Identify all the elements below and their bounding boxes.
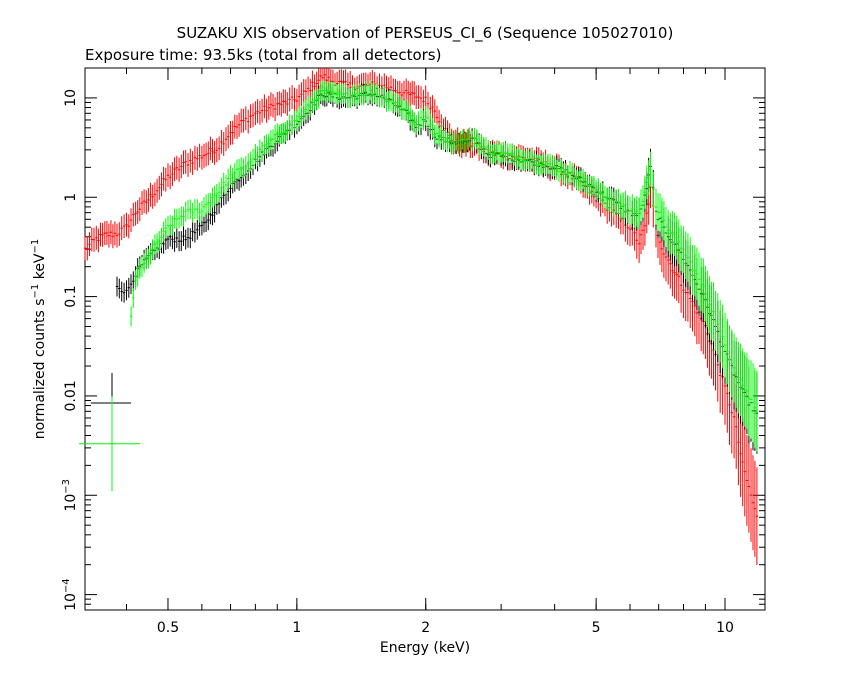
y-tick-label: 1	[63, 193, 79, 202]
y-tick-label: 10	[63, 89, 79, 107]
legend-marker-0	[90, 373, 132, 433]
y-tick-label: 10−4	[61, 578, 79, 611]
y-axis-ticks: 10 1 0.1 0.01 10−3 10−4	[61, 67, 765, 611]
x-axis-label: Energy (keV)	[380, 640, 470, 656]
series-2	[129, 80, 759, 452]
y-axis-label-mid: keV	[32, 253, 48, 284]
x-tick-label: 1	[292, 620, 301, 636]
y-axis-label-sup1: −1	[30, 284, 41, 299]
y-axis-label: normalized counts s−1 keV−1	[30, 239, 48, 440]
x-tick-label: 0.5	[157, 620, 179, 636]
chart-subtitle: Exposure time: 93.5ks (total from all de…	[85, 46, 441, 64]
x-axis-ticks: 0.5 1 2 5 10	[125, 68, 734, 636]
y-axis-label-base: normalized counts s	[32, 298, 48, 439]
y-tick-label: 10−3	[61, 479, 79, 512]
y-tick-label: 0.1	[63, 285, 79, 307]
x-tick-label: 10	[716, 620, 734, 636]
y-tick-label: 0.01	[63, 380, 79, 411]
series-errorbars	[83, 68, 759, 565]
plot-frame	[84, 67, 766, 611]
x-tick-label: 2	[421, 620, 430, 636]
plot-area	[79, 68, 759, 565]
series-errorbars	[129, 80, 759, 452]
series-0	[83, 68, 759, 565]
x-tick-label: 5	[592, 620, 601, 636]
y-axis-label-sup2: −1	[30, 239, 41, 254]
chart-title: SUZAKU XIS observation of PERSEUS_CI_6 (…	[177, 24, 674, 43]
legend-marker-1	[79, 396, 140, 492]
